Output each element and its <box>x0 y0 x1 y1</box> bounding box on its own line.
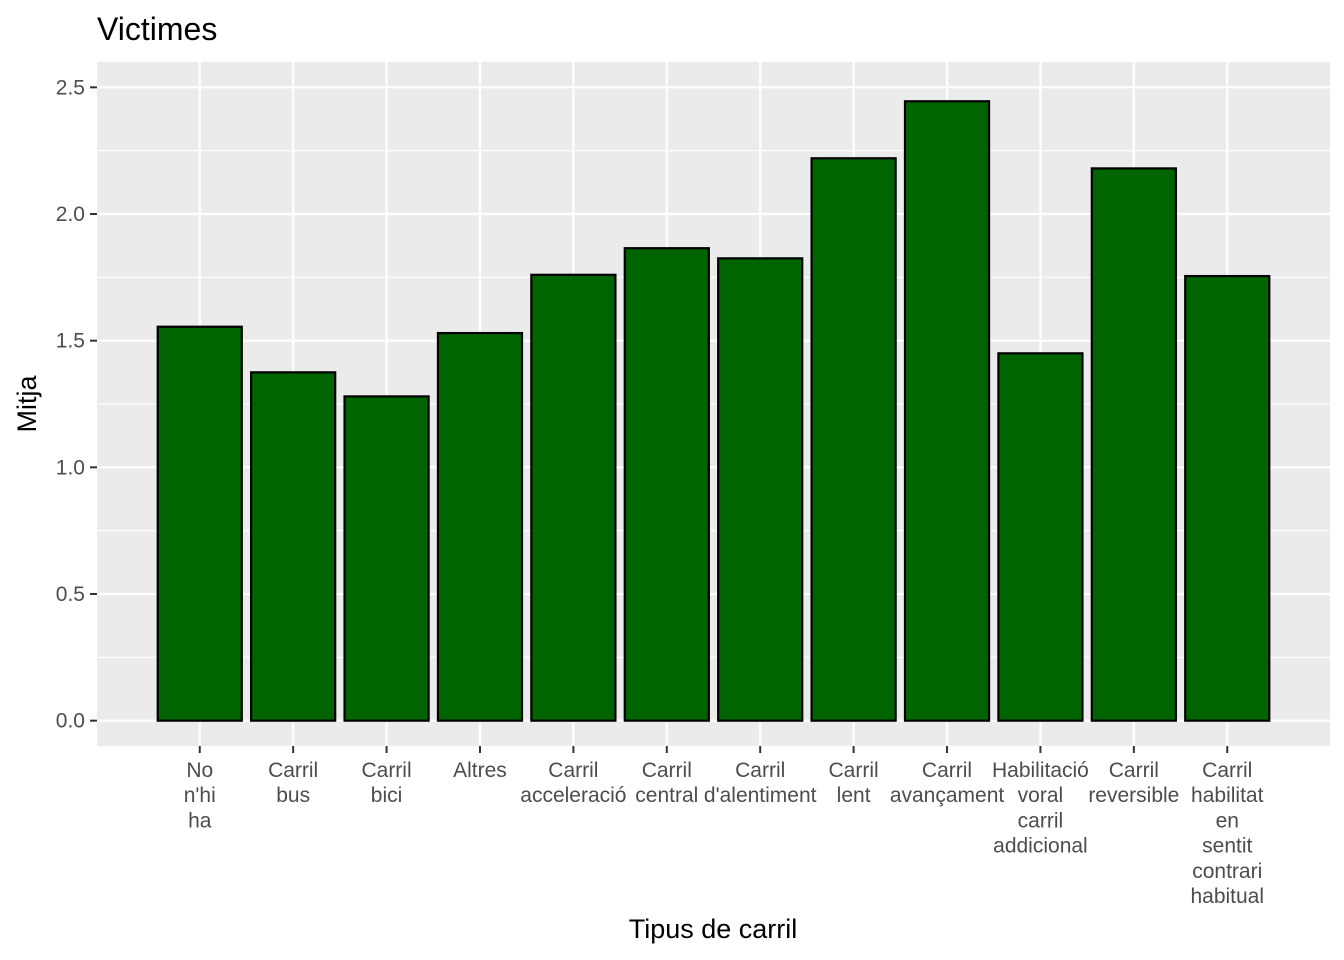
bar <box>810 157 897 722</box>
x-tick-label-line: reversible <box>1088 784 1179 807</box>
x-tick-label: Carril d'alentiment <box>704 759 817 807</box>
x-tick-label-line: Carril <box>642 759 692 782</box>
x-tick-label-line: d'alentiment <box>704 784 817 807</box>
x-tick-label: Carril habilitat en sentit contrari habitual <box>1190 759 1264 908</box>
x-tick-label-line: Carril <box>829 759 879 782</box>
x-tick-label: Carril lent <box>829 759 879 807</box>
x-tick-label-line: acceleració <box>520 784 626 807</box>
x-tick-label-line: habilitat <box>1191 784 1264 807</box>
x-tick-label-line: Carril <box>735 759 785 782</box>
x-tick-label-line: carril <box>1018 809 1064 832</box>
x-tick-label: Carril central <box>635 759 698 807</box>
x-tick-label-line: Altres <box>453 759 507 782</box>
y-axis-title: Mitja <box>12 375 42 433</box>
x-tick-label-line: bici <box>371 784 403 807</box>
y-tick-label: 2.0 <box>56 203 85 226</box>
y-axis: 0.0 0.5 1.0 1.5 2.0 2.5 <box>56 76 97 733</box>
x-tick-label-line: No <box>186 759 213 782</box>
x-tick-label-line: Carril <box>268 759 318 782</box>
bar <box>250 371 337 722</box>
bar <box>530 273 617 722</box>
y-tick-label: 0.5 <box>56 583 85 606</box>
bar <box>717 257 804 722</box>
x-axis-title: Tipus de carril <box>629 914 798 944</box>
bar <box>623 247 710 722</box>
bar <box>1090 167 1177 722</box>
bar <box>1184 274 1271 722</box>
x-tick-label-line: ha <box>188 809 212 832</box>
x-tick-label: No n'hi ha <box>184 759 216 832</box>
x-tick-label-line: addicional <box>993 835 1088 858</box>
bar <box>903 100 991 722</box>
x-tick-label: Carril avançament <box>890 759 1005 807</box>
x-tick-label-line: Carril <box>361 759 411 782</box>
x-tick-label-line: avançament <box>890 784 1005 807</box>
x-tick-label-line: voral <box>1018 784 1064 807</box>
x-tick-label: Carril reversible <box>1088 759 1179 807</box>
bar <box>997 352 1084 722</box>
x-tick-label: Carril bici <box>361 759 411 807</box>
x-tick-label: Carril bus <box>268 759 318 807</box>
x-tick-label: Carril acceleració <box>520 759 626 807</box>
bar <box>156 325 243 722</box>
y-tick-label: 0.0 <box>56 710 85 733</box>
x-tick-label-line: sentit <box>1202 835 1252 858</box>
x-tick-label-line: Carril <box>1109 759 1159 782</box>
x-tick-label-line: Habilitació <box>992 759 1089 782</box>
x-tick-label-line: Carril <box>922 759 972 782</box>
bar <box>343 395 430 722</box>
y-tick-label: 1.5 <box>56 330 85 353</box>
x-tick-label-line: en <box>1216 809 1239 832</box>
x-tick-label-line: central <box>635 784 698 807</box>
chart-title: Victimes <box>97 11 217 47</box>
x-tick-label-line: Carril <box>548 759 598 782</box>
bars <box>156 100 1271 722</box>
x-tick-label-line: n'hi <box>184 784 216 807</box>
x-tick-label-line: bus <box>276 784 310 807</box>
x-tick-label-line: habitual <box>1190 885 1264 908</box>
x-tick-label: Altres <box>453 759 507 782</box>
x-tick-label-line: Carril <box>1202 759 1252 782</box>
x-tick-label: Habilitació voral carril addicional <box>992 759 1089 858</box>
y-tick-label: 2.5 <box>56 76 85 99</box>
x-tick-label-line: contrari <box>1192 860 1262 883</box>
y-tick-label: 1.0 <box>56 456 85 479</box>
x-tick-label-line: lent <box>837 784 871 807</box>
bar <box>436 331 524 722</box>
